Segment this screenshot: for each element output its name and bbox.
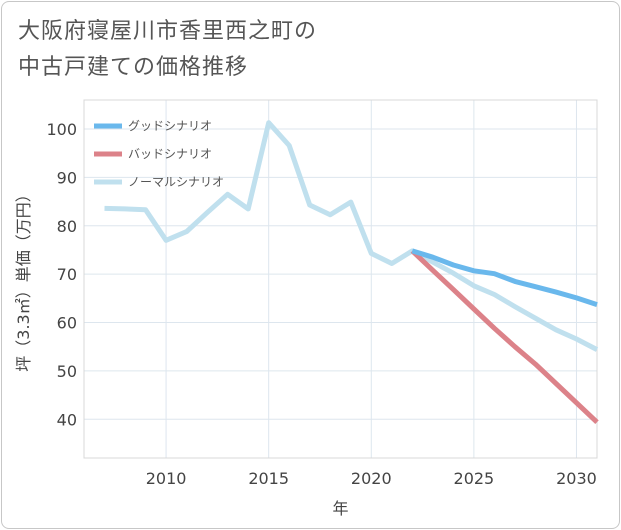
- legend-label: バッドシナリオ: [128, 147, 212, 161]
- x-tick-label: 2020: [351, 469, 392, 488]
- x-axis-label: 年: [332, 499, 348, 518]
- y-tick-label: 90: [57, 168, 77, 187]
- axis-ticks: 2010 2015 2020 2025 2030 40 50 60 70 80 90 100: [46, 120, 596, 488]
- y-tick-label: 80: [57, 217, 77, 236]
- x-tick-label: 2025: [454, 469, 495, 488]
- chart-title-line-2: 中古戸建ての価格推移: [18, 55, 249, 80]
- chart-title: 大阪府寝屋川市香里西之町の 中古戸建ての価格推移: [18, 14, 317, 86]
- y-tick-label: 70: [57, 265, 77, 284]
- y-axis-label: 坪（3.3㎡）単価（万円）: [14, 186, 33, 371]
- y-tick-label: 100: [46, 120, 77, 139]
- y-tick-label: 50: [57, 362, 77, 381]
- grid-lines: [84, 100, 597, 458]
- plot-area: [83, 99, 598, 459]
- legend-label: グッドシナリオ: [128, 119, 212, 133]
- y-tick-label: 40: [57, 410, 77, 429]
- series-line-3: [104, 120, 599, 352]
- y-tick-label: 60: [57, 314, 77, 333]
- x-tick-label: 2015: [248, 469, 289, 488]
- legend-label: ノーマルシナリオ: [128, 175, 224, 189]
- series-line-1: [411, 248, 598, 307]
- chart-title-line-1: 大阪府寝屋川市香里西之町の: [18, 19, 318, 44]
- x-tick-label: 2010: [146, 469, 187, 488]
- series-lines: [104, 120, 599, 425]
- x-tick-label: 2030: [556, 469, 597, 488]
- series-line-2: [410, 249, 599, 425]
